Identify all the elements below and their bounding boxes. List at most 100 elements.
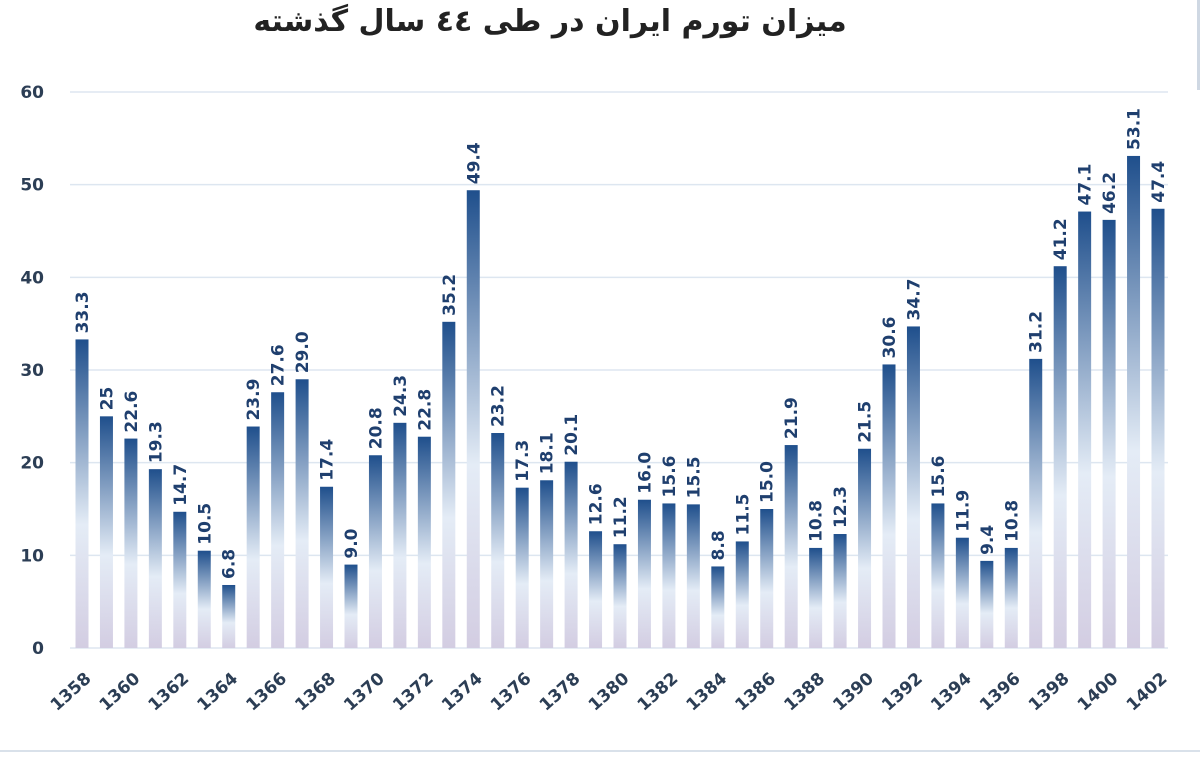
bar — [344, 564, 358, 648]
bar — [491, 433, 505, 648]
bar — [711, 566, 725, 648]
y-tick-label: 30 — [20, 361, 44, 381]
data-label: 9.4 — [978, 525, 998, 555]
bar — [75, 339, 89, 648]
bar — [564, 461, 578, 648]
data-label: 21.9 — [782, 397, 802, 439]
bar — [931, 503, 945, 648]
bar — [1151, 208, 1165, 648]
bar — [271, 392, 285, 648]
data-label: 23.2 — [489, 385, 509, 427]
bar — [1078, 211, 1092, 649]
bar — [1029, 358, 1043, 648]
bar — [662, 503, 676, 648]
data-label: 11.2 — [611, 496, 631, 538]
bar — [1102, 219, 1116, 648]
x-tick-label: 1402 — [1123, 669, 1172, 716]
data-label: 34.7 — [904, 278, 924, 320]
data-label: 10.8 — [1002, 500, 1022, 542]
data-label: 23.9 — [244, 379, 264, 421]
data-label: 49.4 — [464, 142, 484, 184]
y-tick-label: 10 — [20, 546, 44, 566]
y-axis: 0 10 20 30 40 50 60 — [20, 83, 44, 659]
data-label: 41.2 — [1051, 218, 1071, 260]
data-labels: 33.3 25 22.619.314.710.56.8 23.927.6 29.0 17.… — [73, 108, 1169, 579]
bar — [735, 541, 749, 648]
bar — [320, 486, 334, 648]
data-label: 47.4 — [1149, 161, 1169, 203]
data-label: 46.2 — [1100, 172, 1120, 214]
bar — [173, 511, 187, 648]
data-label: 11.5 — [733, 493, 753, 535]
x-tick-label: 1374 — [438, 669, 487, 716]
bar — [1053, 266, 1067, 648]
x-tick-label: 1388 — [780, 669, 829, 716]
x-tick-label: 1370 — [340, 669, 389, 716]
bar — [613, 544, 627, 648]
data-label: 15.6 — [660, 455, 680, 497]
data-label: 22.6 — [122, 391, 142, 433]
data-label: 17.3 — [513, 440, 533, 482]
data-label: 6.8 — [220, 549, 240, 579]
x-tick-label: 1380 — [585, 669, 634, 716]
bar — [148, 469, 162, 648]
data-label: 11.9 — [953, 490, 973, 532]
data-label: 47.1 — [1076, 164, 1096, 206]
data-label: 10.5 — [195, 503, 215, 545]
data-label: 14.7 — [171, 464, 191, 506]
bar — [197, 550, 211, 648]
data-label: 15.5 — [684, 456, 704, 498]
data-label: 21.5 — [856, 401, 876, 443]
x-tick-label: 1398 — [1025, 669, 1074, 716]
x-tick-label: 1386 — [732, 669, 781, 716]
x-tick-label: 1358 — [47, 669, 96, 716]
bar — [124, 438, 138, 648]
x-tick-label: 1366 — [242, 669, 291, 716]
bar — [442, 321, 456, 648]
bar — [955, 537, 969, 648]
data-label: 10.8 — [807, 500, 827, 542]
bar — [589, 531, 603, 648]
footer-rule — [0, 750, 1200, 752]
x-axis: 1358 1360 1362 1364 1366 1368 1370 1372 1374 1376… — [47, 669, 1172, 716]
data-label: 17.4 — [318, 439, 338, 481]
bars — [75, 155, 1165, 649]
data-label: 8.8 — [709, 530, 729, 560]
bar — [417, 436, 431, 648]
x-tick-label: 1392 — [878, 669, 927, 716]
x-tick-label: 1364 — [194, 669, 243, 716]
bar — [466, 190, 480, 648]
data-label: 18.1 — [538, 432, 558, 474]
x-tick-label: 1378 — [536, 669, 585, 716]
x-tick-label: 1400 — [1074, 669, 1123, 716]
data-label: 20.8 — [366, 407, 386, 449]
data-label: 12.6 — [587, 483, 607, 525]
data-label: 29.0 — [293, 331, 313, 373]
bar — [246, 426, 260, 648]
bar — [637, 499, 651, 648]
bar — [833, 534, 847, 648]
data-label: 33.3 — [73, 291, 93, 333]
bar — [222, 584, 236, 648]
y-tick-label: 20 — [20, 454, 44, 474]
data-label: 27.6 — [269, 344, 289, 386]
x-tick-label: 1360 — [96, 669, 145, 716]
x-tick-label: 1362 — [145, 669, 194, 716]
frame-edge — [1197, 0, 1200, 90]
bar — [295, 379, 309, 648]
bar — [368, 455, 382, 648]
data-label: 15.0 — [758, 461, 778, 503]
data-label: 22.8 — [415, 389, 435, 431]
data-label: 15.6 — [929, 455, 949, 497]
x-tick-label: 1384 — [683, 669, 732, 716]
x-tick-label: 1390 — [829, 669, 878, 716]
data-label: 35.2 — [440, 274, 460, 316]
bar — [99, 416, 113, 648]
bar — [858, 448, 872, 648]
data-label: 24.3 — [391, 375, 411, 417]
data-label: 20.1 — [562, 414, 582, 456]
x-tick-label: 1396 — [976, 669, 1025, 716]
data-label: 16.0 — [635, 452, 655, 494]
bar — [882, 364, 896, 648]
